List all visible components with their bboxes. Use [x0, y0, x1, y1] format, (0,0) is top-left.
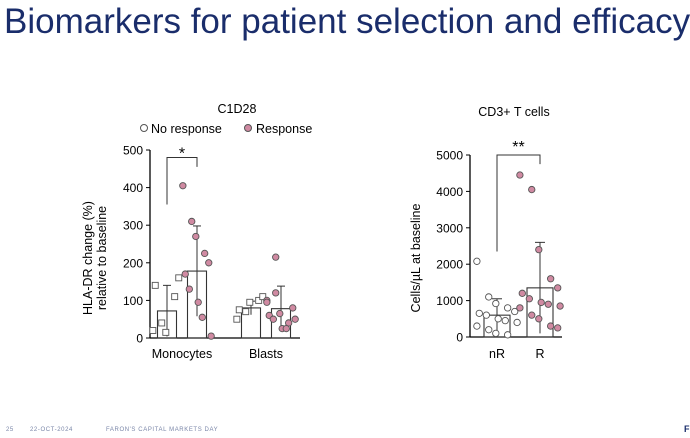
- chart-1-y-tick-label: 100: [123, 294, 143, 308]
- chart-1-point-response: [291, 315, 299, 323]
- chart-1-point-no-response: [158, 319, 166, 327]
- chart-1-point-response: [207, 332, 215, 340]
- footer-event: FARON'S CAPITAL MARKETS DAY: [106, 427, 219, 433]
- company-logo: F: [684, 424, 690, 434]
- chart-1-point-no-response: [242, 308, 250, 316]
- chart-1-y-tick-label: 200: [123, 256, 143, 270]
- chart-2-point-r: [516, 304, 524, 312]
- chart-2-point-r: [554, 324, 562, 332]
- chart-1-point-response: [276, 309, 284, 318]
- chart-1-y-tick-label: 500: [123, 144, 143, 158]
- chart-2-significance-bracket: [496, 154, 541, 252]
- chart-1-point-response: [194, 298, 202, 306]
- chart-2-point-r: [518, 289, 526, 297]
- chart-1-point-no-response: [162, 328, 170, 336]
- chart-2-point-nr: [513, 318, 521, 327]
- chart-1-point-response: [205, 259, 213, 267]
- footer-date: 22-OCT-2024: [30, 427, 73, 433]
- chart-1-y-tick-label: 0: [136, 332, 143, 346]
- chart-1-x-tick-label: Blasts: [249, 347, 283, 361]
- chart-1-point-response: [185, 285, 193, 293]
- chart-2-point-nr: [504, 304, 512, 312]
- chart-2-y-tick-label: 5000: [436, 149, 463, 163]
- chart-2-point-nr: [492, 299, 500, 308]
- chart-2-point-r: [528, 185, 536, 194]
- chart-1-significance-label: *: [179, 145, 185, 162]
- chart-1-point-response: [263, 298, 271, 306]
- chart-2-y-tick-label: 2000: [436, 258, 463, 272]
- chart-1-point-response: [269, 315, 277, 323]
- chart-1-point-response: [272, 289, 280, 297]
- chart-2-point-r: [547, 275, 555, 283]
- hla-dr-chart: C1D28 0 100 200 300 400 500 HLA-DR change (%)re…: [81, 102, 312, 361]
- chart-2-point-r: [544, 300, 552, 308]
- chart-2-point-r: [525, 295, 533, 303]
- legend-label-no-response: No response: [151, 122, 222, 136]
- slide-title: Biomarkers for patient selection and eff…: [4, 2, 690, 41]
- chart-2-point-nr: [494, 315, 502, 323]
- chart-1-point-response: [188, 217, 196, 226]
- chart-2-point-nr: [485, 326, 493, 334]
- chart-2-point-nr: [485, 293, 493, 301]
- chart-1-point-no-response: [175, 274, 183, 282]
- chart-1-point-response: [272, 253, 280, 261]
- chart-2-point-r: [535, 315, 543, 323]
- chart-2-point-r: [528, 311, 536, 319]
- chart-2-point-r: [547, 322, 555, 330]
- chart-2-point-nr: [501, 316, 509, 325]
- chart-1-title: C1D28: [218, 102, 257, 116]
- chart-2-point-r: [556, 302, 564, 310]
- cd3-t-cells-chart: CD3+ T cells 0 1000 2000 3000 4000 5000 Cells/µ…: [409, 105, 564, 361]
- chart-2-point-nr: [475, 309, 483, 317]
- chart-2-y-tick-label: 1000: [436, 294, 463, 308]
- chart-1-point-no-response: [246, 298, 254, 306]
- chart-1-point-no-response: [171, 293, 179, 301]
- chart-2-point-r: [537, 298, 545, 307]
- chart-2-y-tick-label: 4000: [436, 185, 463, 199]
- chart-2-x-tick-label: R: [535, 347, 544, 361]
- chart-1-point-no-response: [149, 327, 157, 334]
- chart-1-x-tick-label: Monocytes: [152, 347, 212, 361]
- chart-1-point-no-response: [255, 296, 263, 304]
- chart-1-point-response: [282, 324, 290, 333]
- chart-2-point-nr: [482, 311, 490, 319]
- chart-1-point-no-response: [259, 293, 267, 301]
- chart-2-point-nr: [473, 322, 481, 330]
- chart-1-y-axis-label: HLA-DR change (%)relative to baseline: [81, 201, 109, 315]
- chart-1-point-response: [289, 304, 297, 312]
- chart-2-point-nr: [504, 331, 512, 339]
- legend-label-response: Response: [256, 122, 312, 136]
- chart-2-y-tick-label: 3000: [436, 221, 463, 235]
- chart-1-point-no-response: [151, 281, 159, 289]
- chart-1-point-response: [198, 313, 206, 321]
- chart-2-point-nr: [473, 257, 481, 265]
- chart-2-y-axis-label: Cells/µL at baseline: [409, 204, 423, 313]
- chart-2-point-r: [516, 171, 524, 179]
- chart-2-point-nr: [511, 307, 519, 316]
- chart-2-x-tick-label: nR: [489, 347, 505, 361]
- chart-1-point-response: [179, 182, 187, 190]
- chart-2-point-r: [554, 284, 562, 292]
- chart-1-point-no-response: [235, 306, 243, 314]
- footer-page-number: 25: [6, 427, 14, 433]
- legend-marker-response: [244, 124, 252, 132]
- chart-1-point-response: [192, 232, 200, 241]
- chart-1-y-tick-label: 300: [123, 219, 143, 233]
- chart-1-y-axis-label-line-2: relative to baseline: [95, 206, 109, 310]
- chart-2-point-r: [535, 245, 543, 254]
- chart-1-y-axis-label-line-1: HLA-DR change (%): [81, 201, 95, 315]
- chart-2-significance-label: **: [512, 139, 524, 156]
- chart-2-y-tick-label: 0: [456, 331, 463, 345]
- chart-2-point-nr: [492, 329, 500, 338]
- chart-1-point-response: [201, 249, 209, 258]
- chart-1-y-tick-label: 400: [123, 181, 143, 195]
- chart-1-significance-bracket: [166, 157, 198, 205]
- chart-2-title: CD3+ T cells: [478, 105, 549, 119]
- chart-1-point-no-response: [233, 315, 241, 323]
- legend-marker-no-response: [140, 124, 148, 132]
- chart-1-point-response: [181, 270, 189, 278]
